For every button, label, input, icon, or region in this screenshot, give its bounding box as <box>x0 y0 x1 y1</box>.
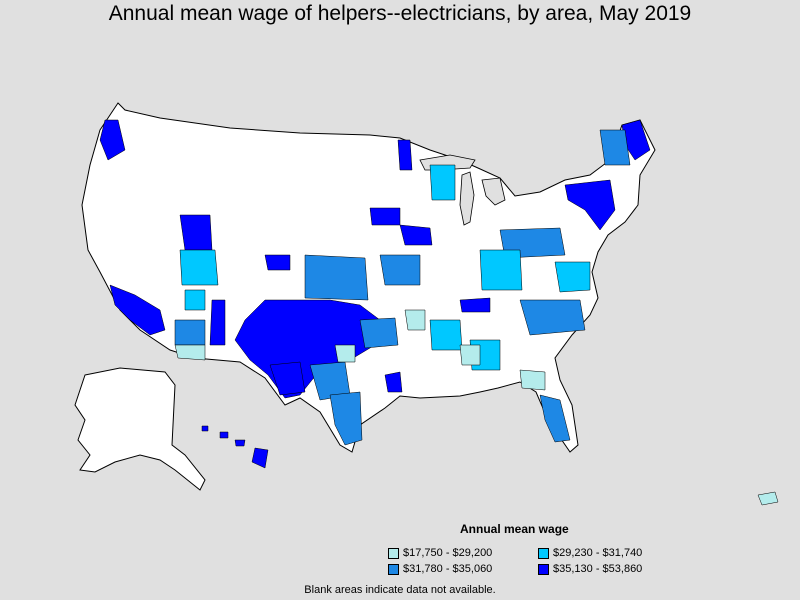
lake-huron <box>481 177 506 206</box>
alaska-shape <box>74 367 206 491</box>
legend-label: $31,780 - $35,060 <box>403 563 493 575</box>
legend-label: $29,230 - $31,740 <box>553 547 643 559</box>
legend-swatch <box>388 563 399 575</box>
footnote: Blank areas indicate data not available. <box>304 584 496 596</box>
lake-michigan <box>459 171 475 226</box>
legend-swatch <box>388 547 399 559</box>
contiguous-us-shape <box>81 102 656 453</box>
legend-item: $31,780 - $35,060 <box>388 562 538 576</box>
legend-label: $17,750 - $29,200 <box>403 547 493 559</box>
legend-swatch <box>538 563 549 575</box>
legend: $17,750 - $29,200 $29,230 - $31,740 $31,… <box>388 546 688 576</box>
legend-label: $35,130 - $53,860 <box>553 563 643 575</box>
area-fills <box>99 119 779 506</box>
legend-item: $17,750 - $29,200 <box>388 546 538 560</box>
legend-item: $29,230 - $31,740 <box>538 546 688 560</box>
legend-title: Annual mean wage <box>460 522 569 536</box>
legend-swatch <box>538 547 549 559</box>
map-title: Annual mean wage of helpers--electrician… <box>108 2 692 25</box>
hawaii-shape <box>201 425 269 469</box>
legend-item: $35,130 - $53,860 <box>538 562 688 576</box>
